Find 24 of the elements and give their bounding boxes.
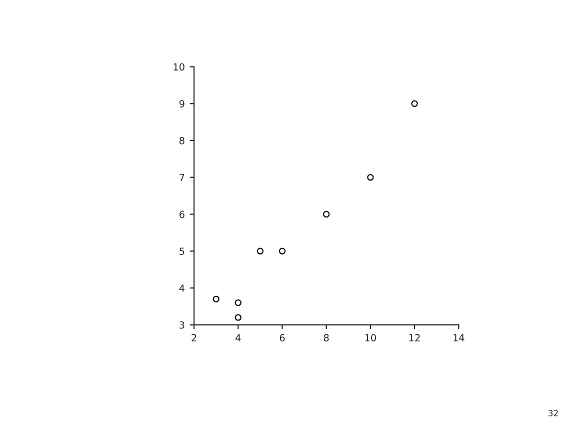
y-tick-label: 4: [179, 284, 184, 292]
point: [411, 100, 418, 107]
point: [256, 248, 264, 254]
point: [234, 314, 242, 321]
y-tick-label: 5: [180, 248, 184, 255]
text: 32: [548, 410, 558, 416]
x-tick-label: 12: [409, 334, 420, 342]
point: [367, 174, 374, 181]
y-tick-label: 10: [174, 63, 184, 71]
x-tick-label: 14: [454, 334, 464, 342]
y-tick-label: 3: [180, 321, 184, 329]
x-tick-label: 2: [192, 334, 196, 342]
point: [278, 248, 286, 254]
y-tick-label: 7: [180, 174, 184, 182]
x-tick-label: 4: [236, 334, 241, 342]
x-tick-label: 6: [280, 334, 285, 342]
point: [234, 299, 242, 306]
x-tick-label: 8: [324, 334, 329, 342]
y-tick-label: 6: [180, 210, 184, 218]
y-tick-label: 8: [179, 136, 184, 144]
point: [323, 210, 330, 218]
point: [212, 296, 220, 302]
y-tick-label: 9: [179, 100, 184, 108]
x-tick-label: 10: [365, 334, 376, 342]
